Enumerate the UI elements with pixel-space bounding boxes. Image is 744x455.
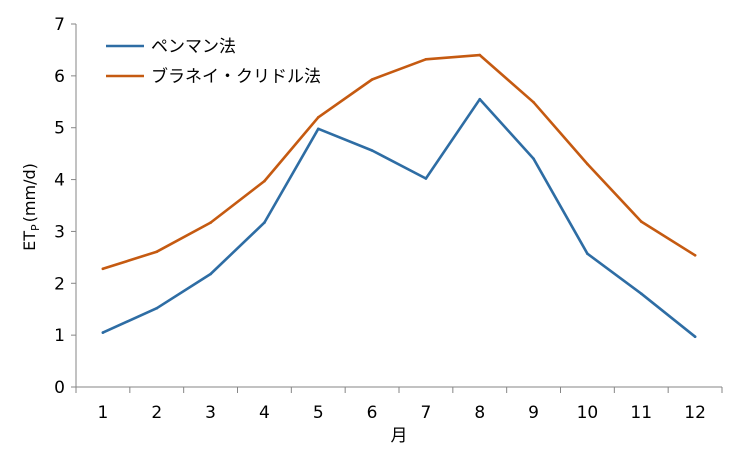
- legend-label-penman: ペンマン法: [151, 37, 236, 57]
- y-tick-label: 2: [54, 274, 65, 294]
- data-point: [209, 272, 212, 276]
- legend-label-blaney-criddle: ブラネイ・クリドル法: [151, 66, 321, 87]
- series-line-penman: [101, 97, 697, 339]
- legend-item-blaney-criddle: ブラネイ・クリドル法: [106, 66, 321, 87]
- data-point: [101, 331, 105, 334]
- y-axis-title: ETP (mm/d): [20, 163, 42, 251]
- data-point: [263, 179, 266, 183]
- data-point: [532, 157, 535, 161]
- data-point: [586, 252, 589, 255]
- x-tick-label: 2: [151, 403, 162, 423]
- y-tick-label: 7: [54, 15, 65, 35]
- data-point: [478, 97, 482, 101]
- y-tick-label: 5: [54, 119, 65, 139]
- x-tick-label: 7: [421, 403, 432, 423]
- data-point: [640, 292, 643, 296]
- x-tick-label: 1: [98, 403, 109, 423]
- data-point: [586, 162, 589, 166]
- y-axis-title-unit: (mm/d): [20, 163, 39, 222]
- x-axis-title: 月: [391, 426, 408, 446]
- data-point: [532, 101, 535, 104]
- x-tick-label: 11: [630, 403, 652, 423]
- y-axis-title-main: ET: [20, 231, 39, 251]
- data-point: [640, 220, 643, 223]
- data-point: [693, 254, 697, 257]
- series-line-blaney-criddle: [101, 53, 697, 271]
- series-lines: [101, 53, 697, 339]
- y-tick-label: 0: [54, 378, 65, 398]
- legend-item-penman: ペンマン法: [106, 37, 236, 57]
- y-tick-label: 3: [54, 222, 65, 242]
- x-tick-label: 8: [474, 403, 485, 423]
- axes: [71, 23, 723, 393]
- x-tick-label: 4: [259, 403, 270, 423]
- data-point: [478, 53, 482, 57]
- y-axis-title-subscript: P: [29, 224, 42, 231]
- x-tick-label: 3: [205, 403, 216, 423]
- data-point: [693, 335, 697, 339]
- x-tick-labels: 1 2 3 4 5 6 7 8 9 10 11 12: [98, 403, 706, 423]
- data-point: [155, 250, 159, 253]
- data-point: [263, 221, 266, 224]
- legend: ペンマン法 ブラネイ・クリドル法: [106, 37, 321, 87]
- data-point: [424, 58, 428, 61]
- x-tick-label: 12: [684, 403, 706, 423]
- data-point: [317, 127, 320, 131]
- data-point: [209, 221, 212, 224]
- data-point: [424, 177, 428, 180]
- data-point: [370, 149, 374, 152]
- x-tick-label: 9: [528, 403, 539, 423]
- data-point: [370, 78, 374, 81]
- x-tick-label: 10: [577, 403, 599, 423]
- data-point: [155, 306, 159, 310]
- y-tick-label: 1: [54, 326, 65, 346]
- y-tick-label: 4: [54, 171, 65, 191]
- data-point: [317, 116, 320, 119]
- data-point: [101, 267, 105, 271]
- x-tick-label: 6: [367, 403, 378, 423]
- y-tick-label: 6: [54, 67, 65, 87]
- x-tick-label: 5: [313, 403, 324, 423]
- y-tick-labels: 0 1 2 3 4 5 6 7: [54, 15, 65, 398]
